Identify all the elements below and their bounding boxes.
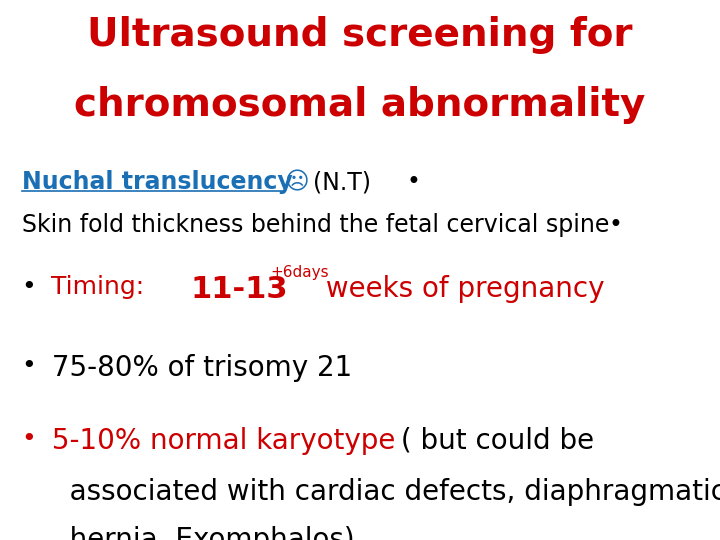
Text: ☹: ☹: [284, 170, 309, 194]
Text: •: •: [608, 213, 622, 237]
Text: 5-10% normal karyotype: 5-10% normal karyotype: [43, 427, 395, 455]
Text: +6days: +6days: [270, 265, 328, 280]
Text: weeks of pregnancy: weeks of pregnancy: [317, 275, 604, 303]
Text: Ultrasound screening for: Ultrasound screening for: [87, 16, 633, 54]
Text: Skin fold thickness behind the fetal cervical spine: Skin fold thickness behind the fetal cer…: [22, 213, 609, 237]
Text: (N.T): (N.T): [313, 170, 372, 194]
Text: hernia, Exomphalos): hernia, Exomphalos): [43, 526, 355, 540]
Text: •: •: [407, 170, 420, 194]
Text: 11-13: 11-13: [191, 275, 288, 305]
Text: Timing:: Timing:: [43, 275, 168, 299]
Text: 75-80% of trisomy 21: 75-80% of trisomy 21: [43, 354, 353, 382]
Text: chromosomal abnormality: chromosomal abnormality: [74, 86, 646, 124]
Text: Nuchal translucency: Nuchal translucency: [22, 170, 292, 194]
Text: •: •: [22, 354, 36, 377]
Text: •: •: [22, 275, 36, 299]
Text: associated with cardiac defects, diaphragmatic: associated with cardiac defects, diaphra…: [43, 478, 720, 506]
Text: •: •: [22, 427, 36, 450]
Text: ( but could be: ( but could be: [392, 427, 595, 455]
